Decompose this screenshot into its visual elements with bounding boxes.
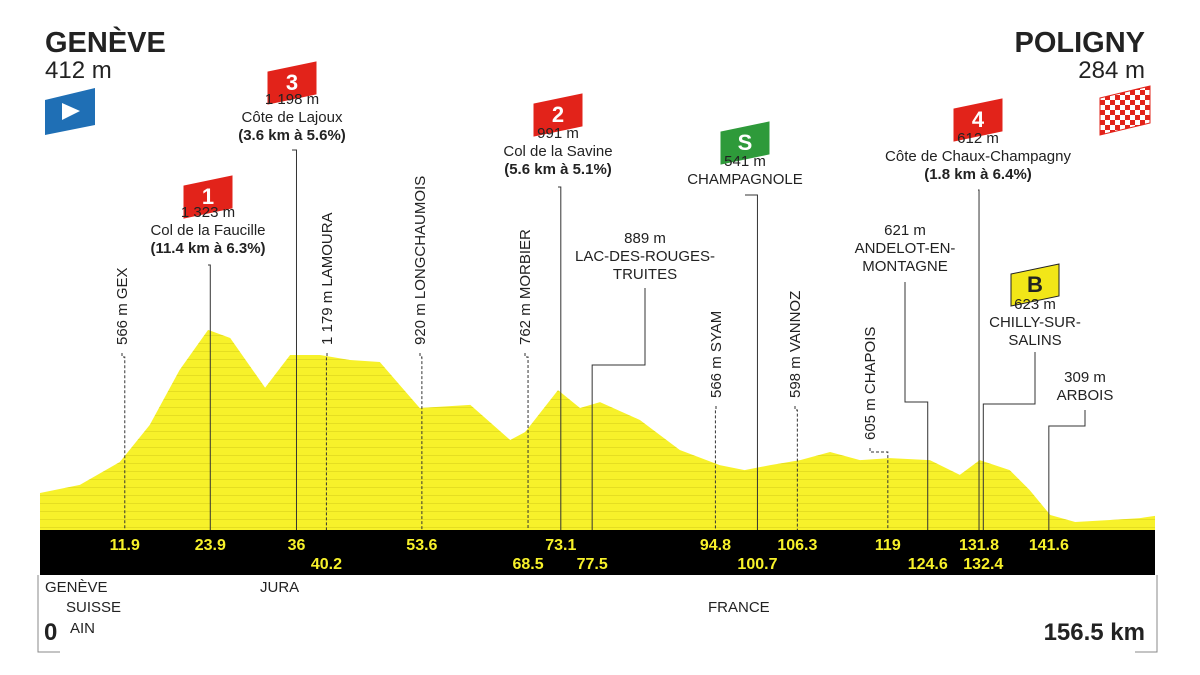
badge-label: 2 xyxy=(552,102,564,127)
leader-line xyxy=(714,406,717,530)
waypoint-label: (5.6 km à 5.1%) xyxy=(504,161,612,178)
km-label: 131.8 xyxy=(959,537,999,554)
start-flag-icon xyxy=(62,103,80,120)
badge-label: S xyxy=(738,130,753,155)
waypoint-label: 1 323 m xyxy=(181,204,235,221)
km-label: 106.3 xyxy=(777,537,817,554)
start-name: GENÈVE xyxy=(45,25,166,59)
leader-line xyxy=(794,406,798,530)
leader-line xyxy=(904,282,929,530)
waypoint-label: 566 m SYAM xyxy=(708,311,725,398)
category-badge xyxy=(267,61,317,105)
waypoint-label: Côte de Chaux-Champagny xyxy=(885,148,1071,165)
waypoint-label: 889 m xyxy=(624,230,666,247)
badge-label: 3 xyxy=(286,70,298,95)
waypoint-label: MONTAGNE xyxy=(862,258,948,275)
waypoint-label: 762 m MORBIER xyxy=(517,229,534,345)
waypoint-label: LAC-DES-ROUGES- xyxy=(575,248,715,265)
waypoint-label: 566 m GEX xyxy=(114,267,131,345)
leader-line xyxy=(558,186,562,530)
km-label: 132.4 xyxy=(963,556,1003,573)
waypoint-label: CHAMPAGNOLE xyxy=(687,171,803,188)
waypoint-label: (1.8 km à 6.4%) xyxy=(924,166,1032,183)
leader-line xyxy=(208,264,211,530)
category-badge xyxy=(533,93,583,137)
waypoint-label: 598 m VANNOZ xyxy=(787,291,804,398)
finish-name: POLIGNY xyxy=(1014,27,1145,59)
distance-total: 156.5 km xyxy=(1044,619,1145,646)
profile-layer xyxy=(40,329,1155,530)
leader-line xyxy=(978,189,980,530)
leader-line xyxy=(982,352,1036,530)
waypoint-label: 309 m xyxy=(1064,369,1106,386)
region-label: FRANCE xyxy=(708,599,770,616)
region-label: AIN xyxy=(70,620,95,637)
waypoint-label: 623 m xyxy=(1014,296,1056,313)
km-label: 53.6 xyxy=(406,537,437,554)
category-badge xyxy=(183,175,233,219)
badge-label: B xyxy=(1027,272,1043,297)
region-label: JURA xyxy=(260,579,299,596)
waypoint-label: Côte de Lajoux xyxy=(242,109,343,126)
category-badge xyxy=(953,98,1003,142)
km-label: 119 xyxy=(875,537,901,554)
waypoint-label: ARBOIS xyxy=(1057,387,1114,404)
leader-line xyxy=(1048,410,1086,530)
badge-label: 4 xyxy=(972,107,985,132)
km-label: 36 xyxy=(288,537,306,554)
region-label: GENÈVE xyxy=(45,579,108,596)
km-label: 124.6 xyxy=(908,556,948,573)
waypoint-label: 541 m xyxy=(724,153,766,170)
waypoint-label: TRUITES xyxy=(613,266,677,283)
profile-stripes xyxy=(40,329,1155,530)
distance-start: 0 xyxy=(44,619,57,646)
km-label: 73.1 xyxy=(545,537,576,554)
leader-line xyxy=(869,448,889,530)
km-label: 77.5 xyxy=(577,556,608,573)
category-badge xyxy=(1010,263,1060,307)
waypoint-label: 612 m xyxy=(957,130,999,147)
frame xyxy=(1135,575,1158,653)
waypoint-label: 621 m xyxy=(884,222,926,239)
waypoint-label: 605 m CHAPOIS xyxy=(862,327,879,440)
waypoint-label: 991 m xyxy=(537,125,579,142)
waypoint-label: (3.6 km à 5.6%) xyxy=(238,127,346,144)
leader-line xyxy=(524,353,529,530)
waypoint-label: ANDELOT-EN- xyxy=(855,240,956,257)
waypoint-label: 1 179 m LAMOURA xyxy=(319,212,336,345)
region-label: SUISSE xyxy=(66,599,121,616)
finish-flag xyxy=(1099,85,1151,136)
start-altitude: 412 m xyxy=(45,57,112,84)
waypoint-label: SALINS xyxy=(1008,332,1061,349)
waypoint-label: Col de la Faucille xyxy=(150,222,265,239)
waypoint-label: (11.4 km à 6.3%) xyxy=(150,240,265,257)
leader-line xyxy=(419,353,423,530)
category-badge xyxy=(720,121,770,165)
waypoint-label: 920 m LONGCHAUMOIS xyxy=(412,176,429,345)
leader-line xyxy=(121,353,126,530)
leader-line xyxy=(591,288,646,530)
km-band xyxy=(40,530,1155,575)
frame xyxy=(37,575,60,653)
leader-line xyxy=(292,149,297,530)
leader-line xyxy=(325,353,328,530)
finish-altitude: 284 m xyxy=(1078,57,1145,84)
km-label: 68.5 xyxy=(512,556,543,573)
leader-line xyxy=(745,194,758,530)
km-label: 40.2 xyxy=(311,556,342,573)
waypoint-label: CHILLY-SUR- xyxy=(989,314,1081,331)
km-label: 141.6 xyxy=(1029,537,1069,554)
km-label: 11.9 xyxy=(110,537,140,554)
km-label: 94.8 xyxy=(700,537,731,554)
badge-label: 1 xyxy=(202,184,214,209)
km-label: 23.9 xyxy=(195,537,226,554)
waypoint-label: 1 198 m xyxy=(265,91,319,108)
waypoint-label: Col de la Savine xyxy=(503,143,612,160)
km-label: 100.7 xyxy=(737,556,777,573)
